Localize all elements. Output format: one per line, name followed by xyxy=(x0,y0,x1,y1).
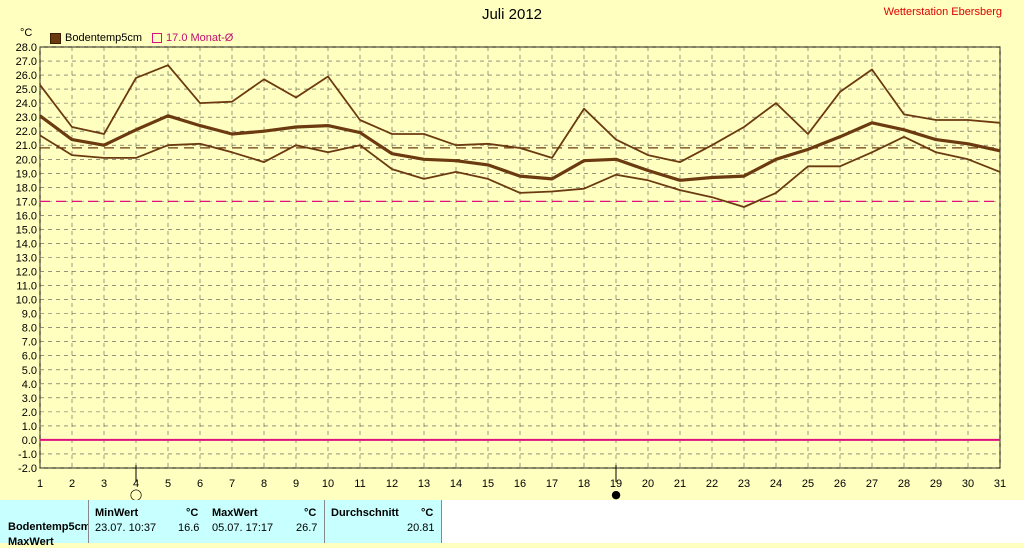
y-tick-label: 14.0 xyxy=(16,238,37,250)
x-tick-label: 22 xyxy=(706,478,718,490)
y-tick-label: 10.0 xyxy=(16,295,37,307)
x-tick-label: 6 xyxy=(197,478,203,490)
y-tick-label: 28.0 xyxy=(16,42,37,54)
chart-title: Juli 2012 xyxy=(0,6,1024,23)
stats-row2-label: MaxWert xyxy=(8,536,54,548)
x-tick-label: 26 xyxy=(834,478,846,490)
y-tick-label: 18.0 xyxy=(16,182,37,194)
legend-avg-swatch xyxy=(152,33,162,43)
y-tick-label: 0.0 xyxy=(22,435,37,447)
x-tick-label: 5 xyxy=(165,478,171,490)
x-tick-label: 28 xyxy=(898,478,910,490)
max-value: 26.7 xyxy=(296,522,317,534)
max-header: MaxWert xyxy=(212,507,258,519)
x-tick-label: 16 xyxy=(514,478,526,490)
y-tick-label: 19.0 xyxy=(16,168,37,180)
y-tick-label: 23.0 xyxy=(16,112,37,124)
y-tick-label: 27.0 xyxy=(16,56,37,68)
y-tick-label: 25.0 xyxy=(16,84,37,96)
min-when: 23.07. 10:37 xyxy=(95,522,156,534)
stats-empty-area xyxy=(442,500,1024,543)
x-tick-label: 11 xyxy=(354,478,365,490)
x-tick-label: 20 xyxy=(642,478,654,490)
max-when: 05.07. 17:17 xyxy=(212,522,273,534)
y-tick-label: 8.0 xyxy=(22,323,37,335)
stats-row-label: Bodentemp5cm xyxy=(8,521,91,533)
min-header: MinWert xyxy=(95,507,138,519)
legend-avg-label: 17.0 Monat-Ø xyxy=(166,32,233,44)
y-tick-label: 20.0 xyxy=(16,154,37,166)
stats-row-label-col: Bodentemp5cm MaxWert xyxy=(0,500,88,543)
y-tick-label: 6.0 xyxy=(22,351,37,363)
x-tick-label: 23 xyxy=(738,478,750,490)
y-tick-labels: -2.0 -1.0 0.0 1.0 2.0 3.0 4.0 5.0 6.0 7.0 8.0 9.0 10… xyxy=(16,42,37,475)
x-tick-label: 2 xyxy=(69,478,75,490)
x-tick-label: 8 xyxy=(261,478,267,490)
x-tick-label: 17 xyxy=(546,478,558,490)
legend-series-swatch xyxy=(50,33,61,44)
moon-phase-icon: ◯ xyxy=(130,488,142,500)
x-tick-label: 7 xyxy=(229,478,235,490)
x-tick-label: 13 xyxy=(418,478,430,490)
min-value: 16.6 xyxy=(178,522,199,534)
x-tick-label: 31 xyxy=(994,478,1006,490)
y-tick-label: 7.0 xyxy=(22,337,37,349)
y-tick-label: 3.0 xyxy=(22,393,37,405)
moon-phase-icon: ● xyxy=(611,488,621,500)
stats-table: Bodentemp5cm MaxWert MinWert °C 23.07. 1… xyxy=(0,500,1024,543)
stats-avg-panel: Durchschnitt °C 20.81 xyxy=(325,500,442,543)
y-tick-label: 11.0 xyxy=(16,281,37,293)
x-tick-label: 15 xyxy=(482,478,494,490)
y-unit-label: °C xyxy=(20,27,32,39)
y-tick-label: 2.0 xyxy=(22,407,37,419)
y-tick-label: 12.0 xyxy=(16,267,37,279)
x-tick-label: 12 xyxy=(386,478,398,490)
y-tick-label: 4.0 xyxy=(22,379,37,391)
legend: Bodentemp5cm 17.0 Monat-Ø xyxy=(50,32,233,44)
y-tick-label: 16.0 xyxy=(16,210,37,222)
y-tick-label: -1.0 xyxy=(18,449,37,461)
x-tick-label: 24 xyxy=(770,478,782,490)
y-tick-label: 17.0 xyxy=(16,196,37,208)
station-name: Wetterstation Ebersberg xyxy=(884,6,1002,18)
stats-min-panel: MinWert °C 23.07. 10:37 16.6 xyxy=(88,500,207,543)
legend-series-label: Bodentemp5cm xyxy=(65,32,142,44)
avg-unit: °C xyxy=(421,507,433,519)
y-tick-label: 24.0 xyxy=(16,98,37,110)
y-tick-label: 9.0 xyxy=(22,309,37,321)
x-tick-label: 9 xyxy=(293,478,299,490)
y-tick-label: -2.0 xyxy=(18,463,37,475)
avg-header: Durchschnitt xyxy=(331,507,399,519)
x-tick-label: 29 xyxy=(930,478,942,490)
y-tick-label: 5.0 xyxy=(22,365,37,377)
x-tick-label: 10 xyxy=(322,478,334,490)
y-tick-label: 21.0 xyxy=(16,140,37,152)
y-tick-label: 22.0 xyxy=(16,126,37,138)
x-tick-label: 18 xyxy=(578,478,590,490)
stats-max-panel: MaxWert °C 05.07. 17:17 26.7 xyxy=(206,500,325,543)
chart: -2.0 -1.0 0.0 1.0 2.0 3.0 4.0 5.0 6.0 7.0 8.0 9.0 10… xyxy=(0,0,1024,500)
avg-value: 20.81 xyxy=(407,522,435,534)
y-tick-label: 1.0 xyxy=(22,421,37,433)
min-unit: °C xyxy=(186,507,198,519)
x-tick-label: 1 xyxy=(37,478,43,490)
grid xyxy=(40,47,1000,468)
y-tick-label: 15.0 xyxy=(16,224,37,236)
max-unit: °C xyxy=(304,507,316,519)
x-tick-label: 21 xyxy=(674,478,686,490)
y-tick-label: 13.0 xyxy=(16,253,37,265)
x-tick-label: 30 xyxy=(962,478,974,490)
x-tick-label: 3 xyxy=(101,478,107,490)
x-tick-label: 27 xyxy=(866,478,878,490)
x-tick-label: 25 xyxy=(802,478,814,490)
y-tick-label: 26.0 xyxy=(16,70,37,82)
x-tick-label: 14 xyxy=(450,478,462,490)
